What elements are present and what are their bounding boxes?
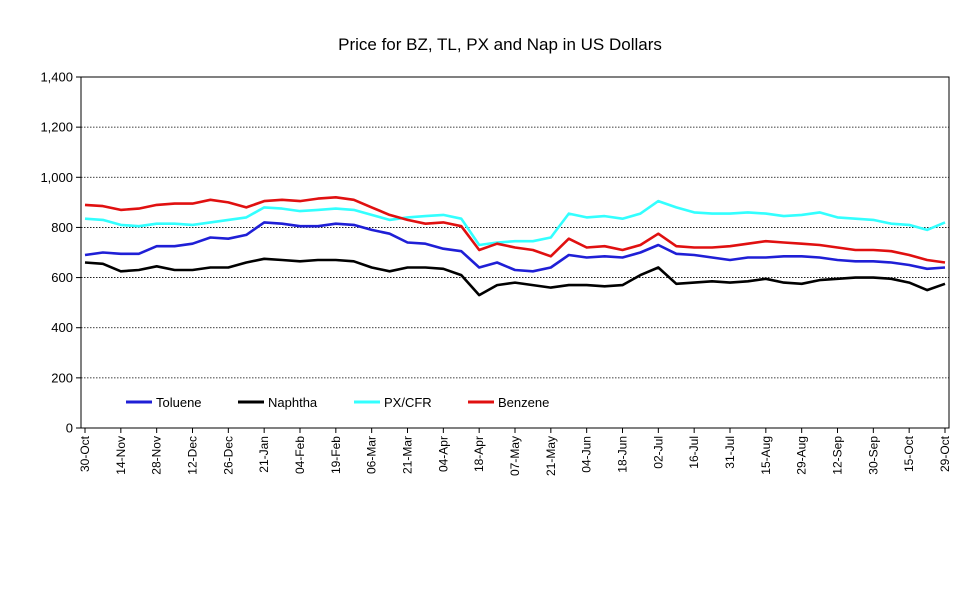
legend-label: PX/CFR bbox=[384, 395, 432, 410]
x-tick-label: 04-Jun bbox=[580, 436, 594, 473]
x-tick-label: 21-Mar bbox=[401, 436, 415, 474]
x-tick-label: 30-Oct bbox=[78, 435, 92, 472]
y-tick-label: 800 bbox=[51, 220, 73, 235]
x-tick-label: 29-Oct bbox=[938, 435, 952, 472]
x-tick-label: 07-May bbox=[508, 436, 522, 476]
x-tick-label: 04-Feb bbox=[293, 436, 307, 474]
x-tick-label: 15-Oct bbox=[902, 435, 916, 472]
y-tick-label: 0 bbox=[66, 421, 73, 436]
series-line-toluene bbox=[84, 221, 946, 273]
x-tick-label: 18-Jun bbox=[616, 436, 630, 473]
x-axis: 30-Oct 14-Nov 28-Nov 12-Dec 26-Dec 21-Jan 04-F… bbox=[78, 428, 952, 476]
legend: Toluene Naphtha PX/CFR Benzene bbox=[126, 395, 549, 410]
chart-title: Price for BZ, TL, PX and Nap in US Dolla… bbox=[338, 35, 662, 54]
legend-label: Toluene bbox=[156, 395, 202, 410]
x-tick-label: 19-Feb bbox=[329, 436, 343, 474]
x-tick-label: 18-Apr bbox=[472, 436, 486, 472]
x-tick-label: 12-Sep bbox=[831, 436, 845, 475]
x-tick-label: 16-Jul bbox=[687, 436, 701, 469]
series-line-px-cfr bbox=[84, 199, 946, 247]
y-tick-label: 1,200 bbox=[40, 120, 73, 135]
y-tick-label: 200 bbox=[51, 370, 73, 385]
series-line-benzene bbox=[84, 196, 946, 264]
y-tick-label: 600 bbox=[51, 270, 73, 285]
legend-label: Naphtha bbox=[268, 395, 318, 410]
legend-label: Benzene bbox=[498, 395, 549, 410]
series-lines bbox=[84, 196, 946, 297]
x-tick-label: 15-Aug bbox=[759, 436, 773, 475]
plot-area-border bbox=[80, 76, 950, 429]
y-tick-label: 1,000 bbox=[40, 170, 73, 185]
x-tick-label: 26-Dec bbox=[221, 436, 235, 475]
y-axis: 0 200 400 600 800 1,000 1,200 1,400 bbox=[40, 70, 81, 436]
x-tick-label: 21-Jan bbox=[257, 436, 271, 473]
x-tick-label: 28-Nov bbox=[150, 436, 164, 475]
x-tick-label: 12-Dec bbox=[186, 436, 200, 475]
series-line-naphtha bbox=[84, 257, 946, 297]
y-tick-label: 400 bbox=[51, 320, 73, 335]
x-tick-label: 06-Mar bbox=[365, 436, 379, 474]
grid-lines bbox=[81, 126, 949, 379]
x-tick-label: 30-Sep bbox=[866, 436, 880, 475]
x-tick-label: 02-Jul bbox=[651, 436, 665, 469]
x-tick-label: 04-Apr bbox=[436, 436, 450, 472]
x-tick-label: 29-Aug bbox=[795, 436, 809, 475]
x-tick-label: 14-Nov bbox=[114, 436, 128, 475]
y-tick-label: 1,400 bbox=[40, 70, 73, 85]
x-tick-label: 21-May bbox=[544, 436, 558, 476]
x-tick-label: 31-Jul bbox=[723, 436, 737, 469]
